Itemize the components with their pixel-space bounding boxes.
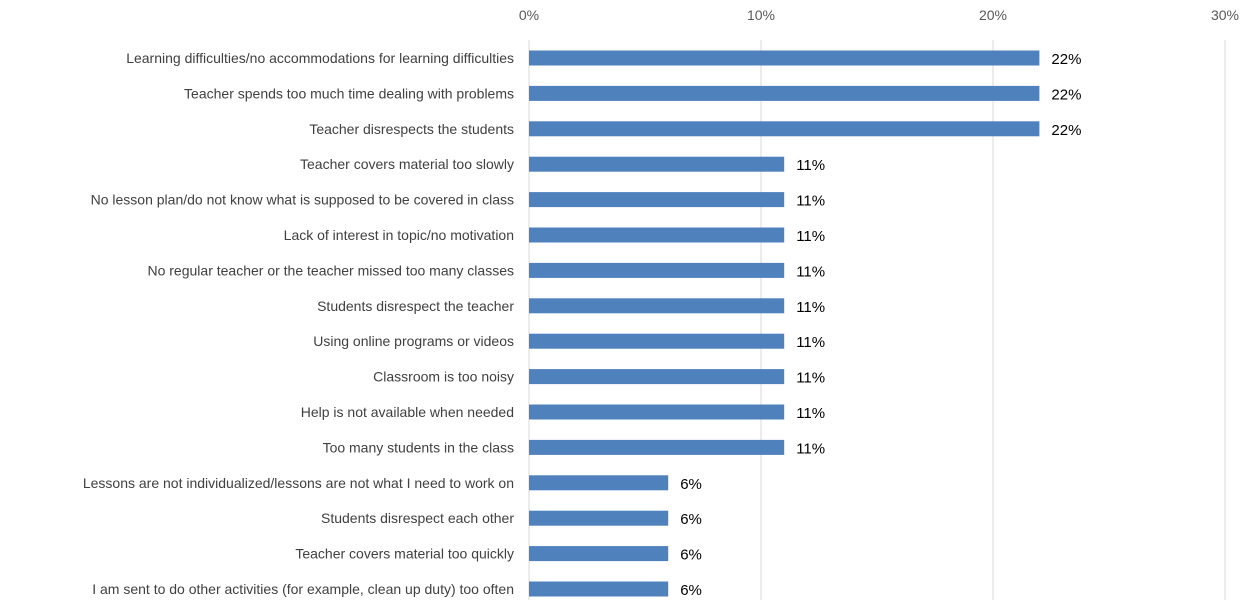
value-label: 11% xyxy=(796,193,825,210)
category-label: Lessons are not individualized/lessons a… xyxy=(83,475,514,491)
value-label: 11% xyxy=(796,263,825,280)
value-label: 22% xyxy=(1051,51,1081,68)
bar xyxy=(529,439,785,455)
bar xyxy=(529,369,785,385)
value-label: 6% xyxy=(680,476,702,493)
category-label: Teacher covers material too quickly xyxy=(295,546,514,562)
bar xyxy=(529,156,785,172)
value-label: 11% xyxy=(796,334,825,351)
category-label: Lack of interest in topic/no motivation xyxy=(284,227,514,243)
value-label: 6% xyxy=(680,511,702,528)
category-label: Teacher covers material too slowly xyxy=(300,156,514,172)
value-label: 11% xyxy=(796,405,825,422)
value-label: 11% xyxy=(796,157,825,174)
value-label: 6% xyxy=(680,582,702,599)
value-label: 22% xyxy=(1051,86,1081,103)
bar xyxy=(529,227,785,243)
value-label: 11% xyxy=(796,440,825,457)
category-label: Learning difficulties/no accommodations … xyxy=(126,50,514,66)
bar xyxy=(529,192,785,208)
category-label: Classroom is too noisy xyxy=(373,369,514,385)
bar xyxy=(529,581,669,597)
category-label: Help is not available when needed xyxy=(301,404,514,420)
category-label: Too many students in the class xyxy=(323,439,514,455)
category-label: Teacher spends too much time dealing wit… xyxy=(184,85,514,101)
category-label: I am sent to do other activities (for ex… xyxy=(92,581,514,597)
bar xyxy=(529,546,669,562)
x-tick-label: 10% xyxy=(747,7,775,23)
category-label: No lesson plan/do not know what is suppo… xyxy=(91,192,514,208)
bar xyxy=(529,85,1040,101)
bar xyxy=(529,475,669,491)
x-tick-label: 30% xyxy=(1211,7,1239,23)
bars xyxy=(529,50,1040,597)
bar xyxy=(529,50,1040,66)
category-label: No regular teacher or the teacher missed… xyxy=(147,262,514,278)
category-label: Using online programs or videos xyxy=(313,333,514,349)
x-tick-label: 0% xyxy=(519,7,539,23)
value-label: 11% xyxy=(796,228,825,245)
x-axis-tick-labels: 0% 10% 20% 30% xyxy=(519,7,1239,23)
bar xyxy=(529,333,785,349)
category-labels: Learning difficulties/no accommodations … xyxy=(83,50,514,597)
bar xyxy=(529,262,785,278)
category-label: Students disrespect each other xyxy=(321,510,514,526)
bar xyxy=(529,121,1040,137)
value-label: 11% xyxy=(796,299,825,316)
category-label: Teacher disrespects the students xyxy=(309,121,514,137)
value-label: 6% xyxy=(680,547,702,564)
category-label: Students disrespect the teacher xyxy=(317,298,514,314)
value-label: 11% xyxy=(796,370,825,387)
value-label: 22% xyxy=(1051,122,1081,139)
bar xyxy=(529,510,669,526)
value-labels: 22% 22% 22% 11% 11% 11% 11% 11% 11% 11% 11% 11% 6% 6%… xyxy=(680,51,1081,599)
bar xyxy=(529,298,785,314)
x-tick-label: 20% xyxy=(979,7,1007,23)
bar xyxy=(529,404,785,420)
